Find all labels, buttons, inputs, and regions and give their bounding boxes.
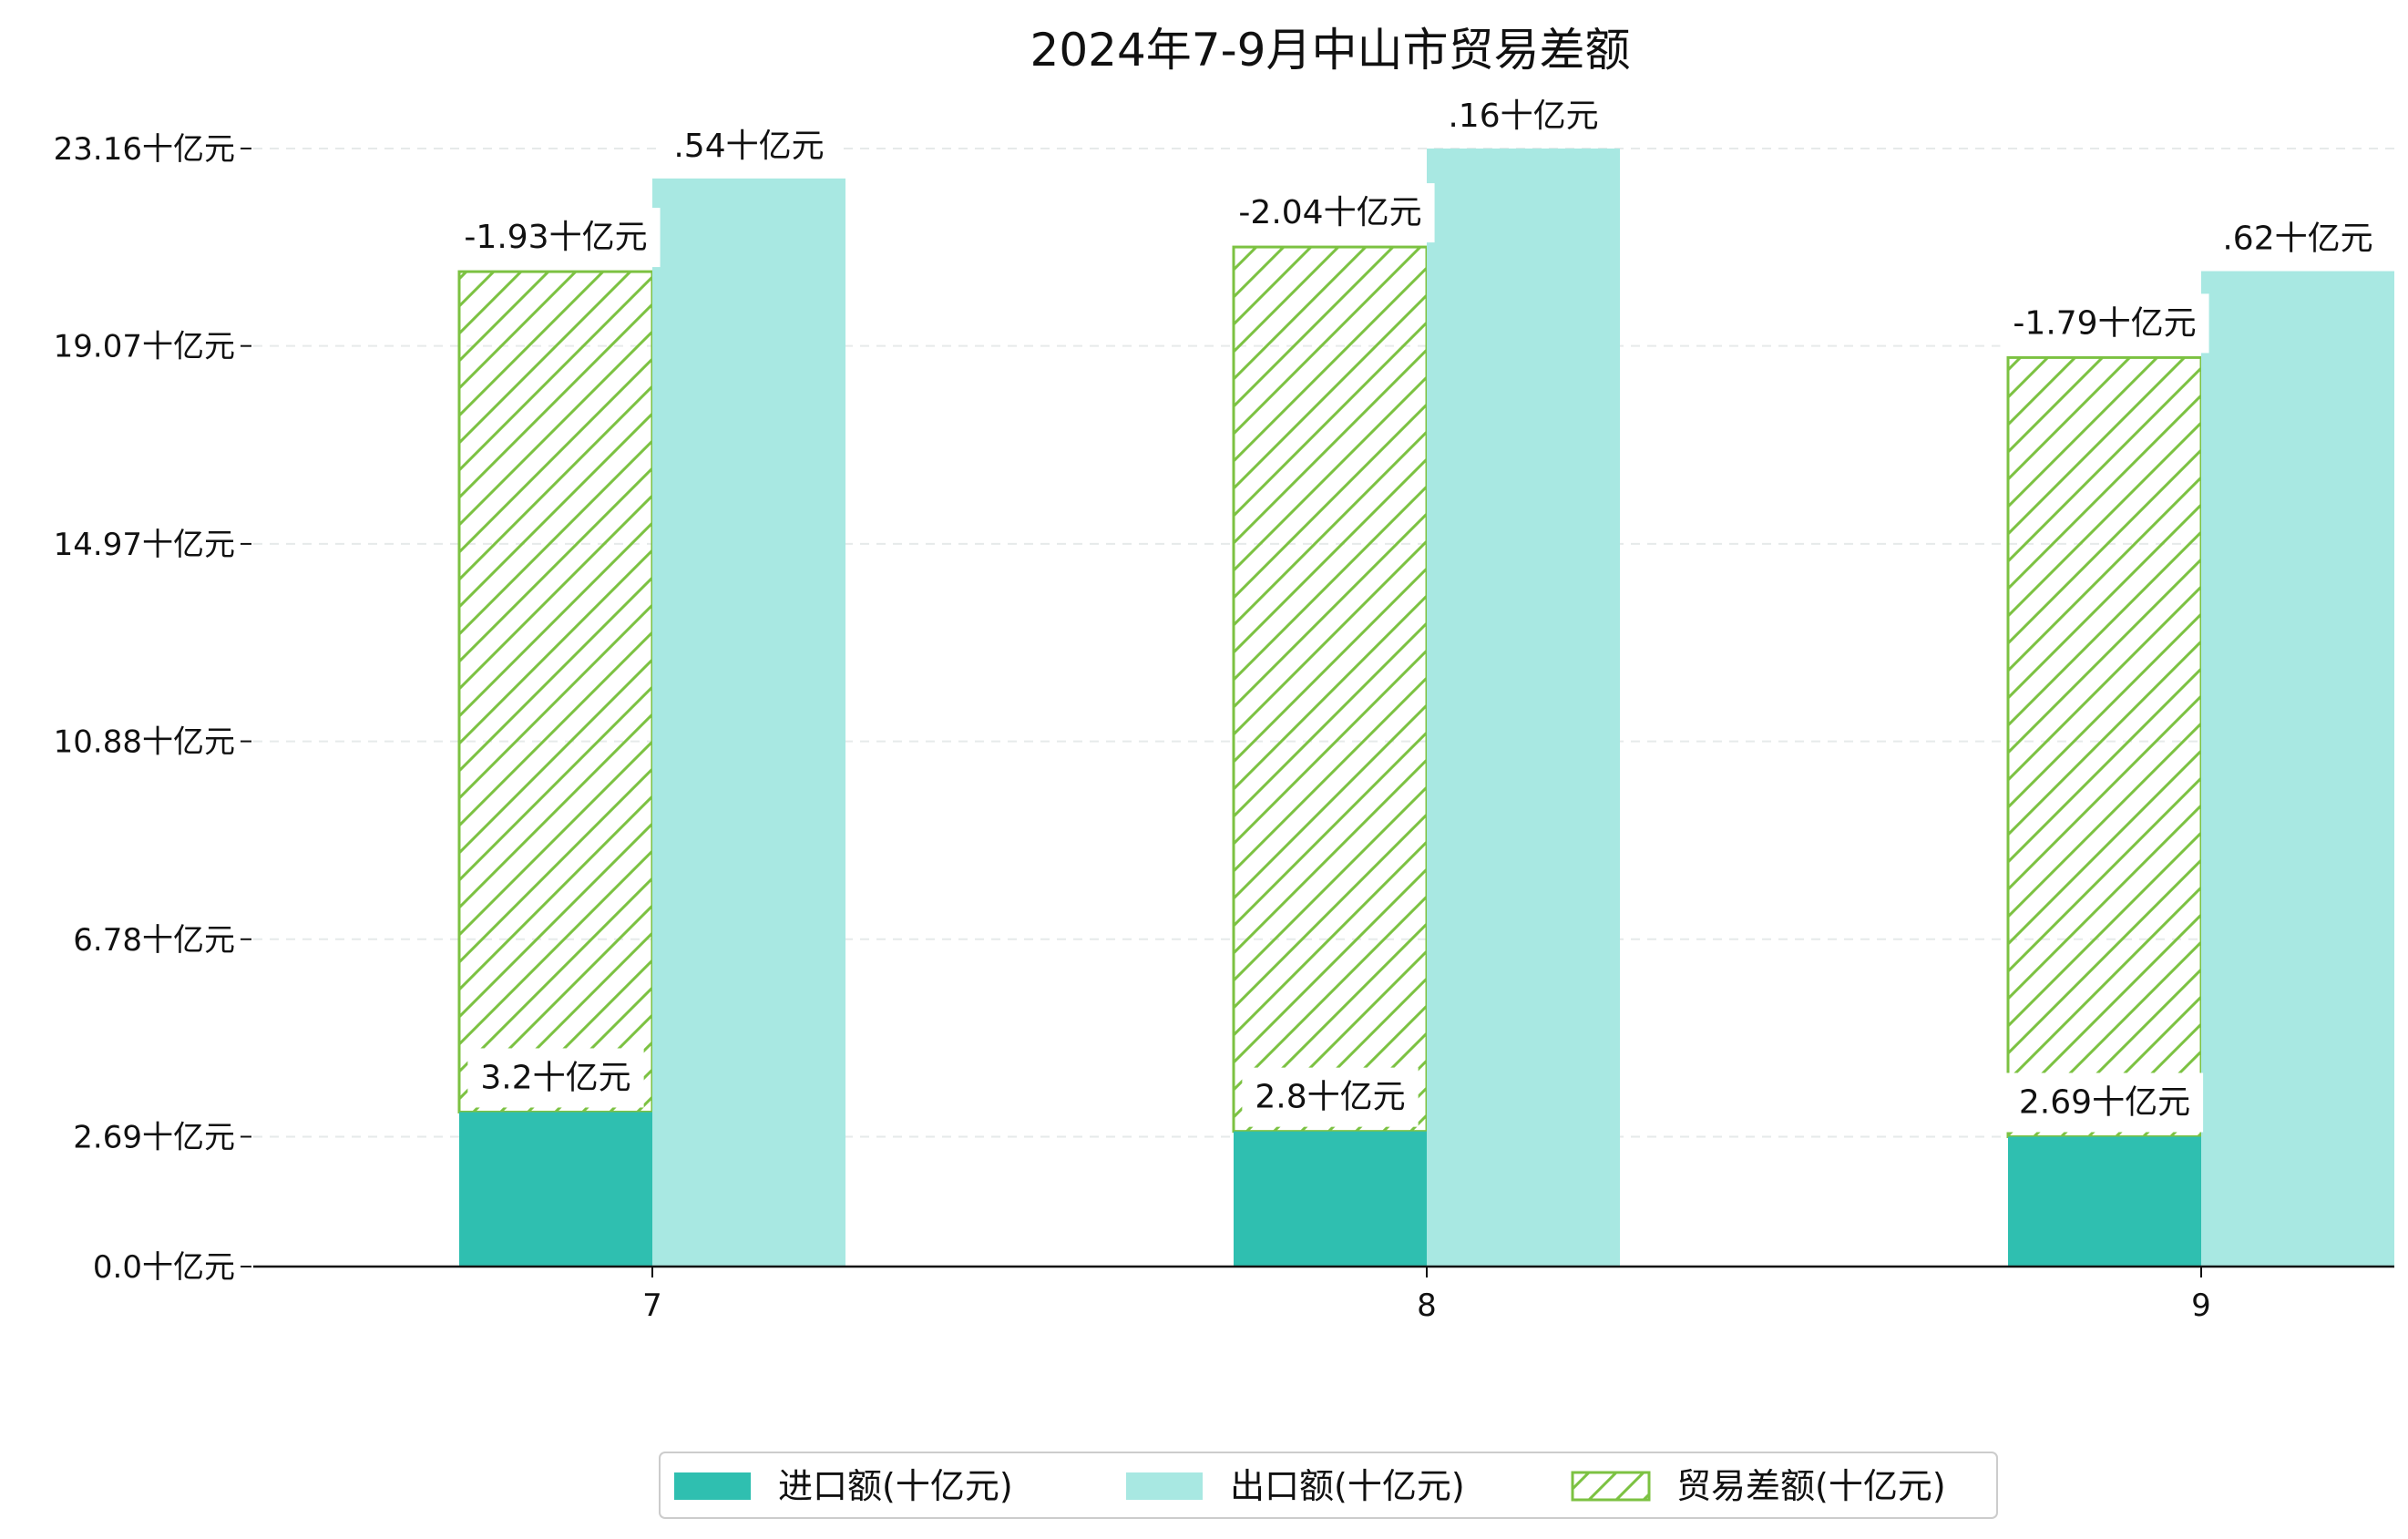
- legend-swatch: [1126, 1472, 1203, 1500]
- export-value-label: .54十亿元: [673, 128, 824, 165]
- x-tick-label: 9: [2191, 1288, 2211, 1324]
- export-bar: [652, 178, 845, 1267]
- export-value-label-background: [2209, 209, 2386, 269]
- import-bar: [459, 1112, 652, 1267]
- x-tick-label: 8: [1417, 1288, 1437, 1324]
- export-value-label: .16十亿元: [1448, 97, 1598, 135]
- import-value-label-group: 2.8十亿元: [1242, 1067, 1419, 1127]
- import-bar: [2008, 1136, 2201, 1267]
- export-value-label-group: .16十亿元: [1435, 87, 1612, 146]
- legend: 进口额(十亿元) 出口额(十亿元) 贸易差额(十亿元): [659, 1452, 1998, 1519]
- export-value-label-group: .54十亿元: [661, 116, 837, 176]
- import-bar: [1234, 1131, 1427, 1267]
- balance-value-label-background: [2000, 293, 2209, 354]
- y-tick-label: 6.78十亿元: [73, 922, 235, 959]
- legend-swatch: [674, 1472, 751, 1500]
- y-tick-label: 14.97十亿元: [54, 527, 235, 563]
- legend-label: 进口额(十亿元): [778, 1466, 1013, 1506]
- bars: [457, 149, 2394, 1267]
- import-value-label-background: [2005, 1072, 2204, 1133]
- export-value-label: .62十亿元: [2222, 221, 2372, 258]
- import-value-label: 3.2十亿元: [480, 1059, 630, 1096]
- import-value-label-background: [467, 1048, 644, 1108]
- balance-value-label-group: -2.04十亿元: [1225, 183, 1435, 243]
- y-tick-label: 0.0十亿元: [93, 1249, 235, 1286]
- x-tick-label: 7: [642, 1288, 662, 1324]
- import-value-label-group: 3.2十亿元: [467, 1048, 644, 1108]
- balance-value-label-background: [1225, 183, 1435, 243]
- import-value-label: 2.8十亿元: [1255, 1079, 1405, 1116]
- legend-swatch: [1571, 1471, 1651, 1502]
- y-tick-label: 2.69十亿元: [73, 1119, 235, 1155]
- value-labels: .54十亿元 -1.93十亿元 3.2十亿元 .16十亿元 -2.04十亿元 2.8十亿元…: [451, 87, 2386, 1133]
- balance-value-label: -1.79十亿元: [2013, 304, 2196, 342]
- export-bar: [2201, 271, 2394, 1267]
- export-value-label-background: [661, 116, 837, 176]
- y-tick-label: 19.07十亿元: [54, 329, 235, 365]
- y-tick-label: 23.16十亿元: [54, 131, 235, 168]
- export-bar: [1427, 149, 1620, 1267]
- import-value-label: 2.69十亿元: [2019, 1083, 2190, 1121]
- balance-value-label: -2.04十亿元: [1238, 194, 1421, 231]
- balance-value-label-group: -1.79十亿元: [2000, 293, 2209, 354]
- import-value-label-group: 2.69十亿元: [2005, 1072, 2204, 1133]
- import-value-label-background: [1242, 1067, 1419, 1127]
- balance-bar: [1232, 245, 1429, 1134]
- axes: 0.0十亿元 2.69十亿元 6.78十亿元 10.88十亿元 14.97十亿元 19.0…: [54, 131, 2394, 1324]
- balance-value-label-background: [451, 208, 661, 268]
- legend-label: 贸易差额(十亿元): [1676, 1466, 1946, 1506]
- y-tick-label: 10.88十亿元: [54, 724, 235, 761]
- balance-bar: [457, 270, 654, 1113]
- balance-value-label-group: -1.93十亿元: [451, 208, 661, 268]
- legend-frame: [659, 1452, 1998, 1519]
- balance-bar: [2006, 355, 2203, 1138]
- export-value-label-background: [1435, 87, 1612, 146]
- legend-label: 出口额(十亿元): [1230, 1466, 1465, 1506]
- balance-value-label: -1.93十亿元: [464, 219, 647, 256]
- chart-title: 2024年7-9月中山市贸易差额: [1030, 24, 1631, 77]
- export-value-label-group: .62十亿元: [2209, 209, 2386, 269]
